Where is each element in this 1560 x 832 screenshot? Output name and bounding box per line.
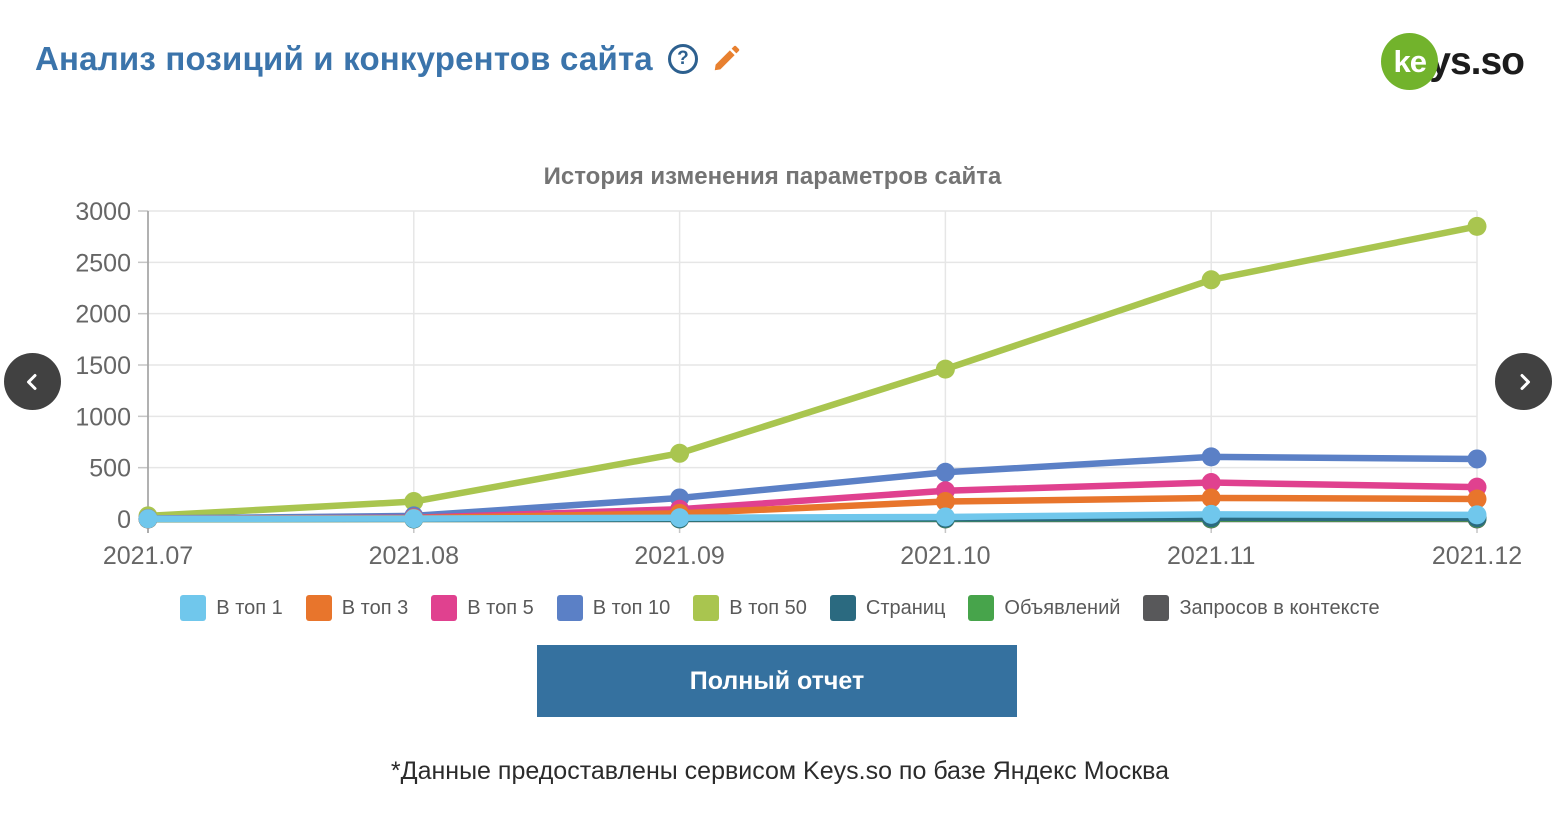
legend-swatch-icon — [305, 595, 332, 621]
help-icon[interactable]: ? — [667, 44, 698, 74]
chart-title: История изменения параметров сайта — [543, 163, 1002, 190]
legend-swatch-icon — [1143, 595, 1170, 621]
legend-label: Объявлений — [1004, 596, 1121, 619]
legend-item[interactable]: В топ 10 — [556, 595, 671, 621]
svg-text:500: 500 — [89, 455, 131, 483]
svg-text:2500: 2500 — [75, 249, 131, 277]
legend-item[interactable]: В топ 5 — [431, 595, 534, 621]
full-report-button[interactable]: Полный отчет — [537, 645, 1017, 717]
legend-label: В топ 5 — [467, 596, 534, 619]
legend-item[interactable]: В топ 3 — [305, 595, 409, 621]
chart-legend: В топ 1 В топ 3 В топ 5 В топ 10 В топ 50 Стр… — [0, 595, 1560, 621]
help-glyph: ? — [677, 48, 689, 69]
keysso-logo[interactable]: ke ys.so — [1381, 33, 1525, 90]
legend-swatch-icon — [829, 595, 856, 621]
legend-label: В топ 1 — [216, 596, 283, 619]
keysso-logo-text: ys.so — [1429, 39, 1525, 83]
chevron-left-icon — [26, 373, 36, 390]
legend-label: В топ 50 — [729, 596, 807, 619]
svg-text:2021.11: 2021.11 — [1167, 542, 1256, 570]
data-source-note: *Данные предоставлены сервисом Keys.so п… — [390, 757, 1170, 785]
legend-swatch-icon — [431, 595, 458, 621]
legend-swatch-icon — [180, 595, 207, 621]
legend-label: Запросов в контексте — [1179, 596, 1380, 619]
keysso-logo-circle-text: ke — [1393, 43, 1427, 79]
keysso-logo-circle-icon: ke — [1381, 33, 1439, 90]
svg-text:3000: 3000 — [75, 198, 131, 226]
svg-text:2021.10: 2021.10 — [900, 542, 990, 570]
legend-label: В топ 3 — [341, 596, 409, 619]
svg-text:1000: 1000 — [75, 403, 131, 431]
history-line-chart: 0 500 1000 1500 2000 2500 3000 2021.07 2021.08 20… — [75, 198, 1522, 570]
prev-period-button[interactable] — [4, 353, 61, 410]
svg-text:2021.08: 2021.08 — [369, 542, 459, 570]
next-period-button[interactable] — [1495, 353, 1552, 410]
legend-item[interactable]: В топ 50 — [693, 595, 807, 621]
svg-text:2021.09: 2021.09 — [634, 542, 724, 570]
legend-item[interactable]: В топ 1 — [180, 595, 283, 621]
legend-swatch-icon — [693, 595, 720, 621]
legend-swatch-icon — [556, 595, 583, 621]
page-title: Анализ позиций и конкурентов сайта — [35, 40, 653, 77]
svg-text:1500: 1500 — [75, 352, 131, 380]
legend-item[interactable]: Страниц — [829, 595, 946, 621]
legend-item[interactable]: Запросов в контексте — [1143, 595, 1380, 621]
header: Анализ позиций и конкурентов сайта ? — [35, 40, 741, 78]
legend-item[interactable]: Объявлений — [968, 595, 1120, 621]
legend-swatch-icon — [968, 595, 995, 621]
legend-label: Страниц — [865, 596, 946, 619]
svg-text:2021.07: 2021.07 — [103, 542, 193, 570]
legend-label: В топ 10 — [592, 596, 671, 619]
svg-text:0: 0 — [117, 506, 131, 534]
edit-pencil-icon[interactable] — [711, 44, 741, 74]
chevron-right-icon — [1520, 373, 1530, 390]
svg-text:2000: 2000 — [75, 301, 131, 329]
svg-text:2021.12: 2021.12 — [1432, 542, 1522, 570]
